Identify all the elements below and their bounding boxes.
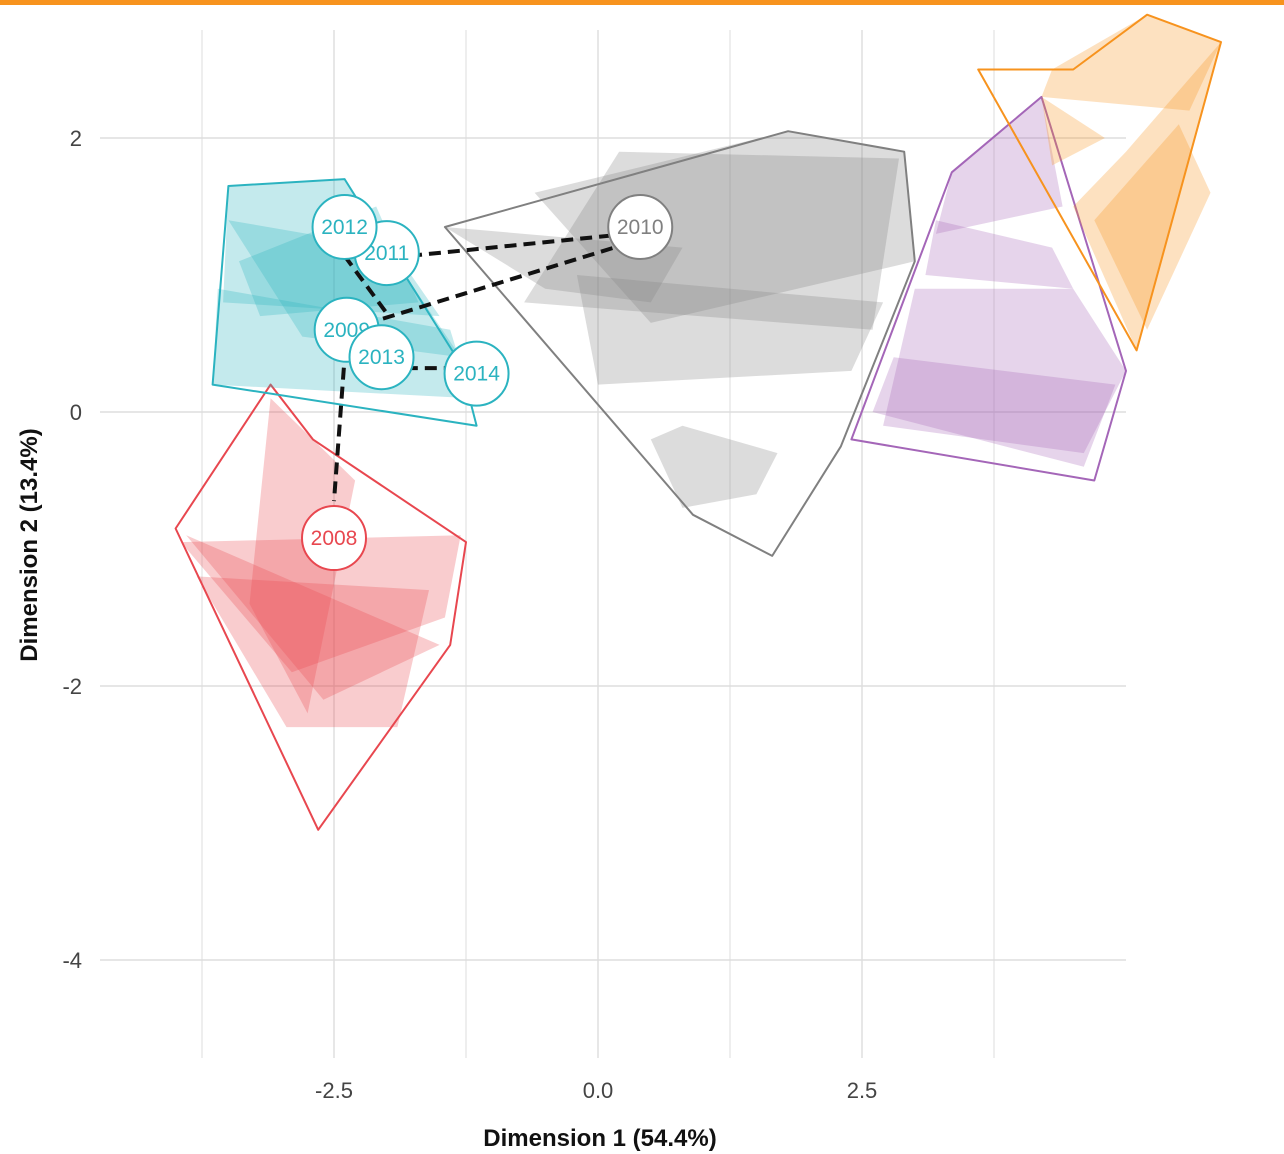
group-red-fill <box>196 576 429 728</box>
group-purple-fill <box>872 357 1116 467</box>
group-orange-fill <box>1041 96 1105 166</box>
group-purple-fill <box>935 96 1063 234</box>
point-label: 2014 <box>453 363 500 386</box>
link-line <box>342 254 389 315</box>
group-orange-fill <box>1041 14 1221 111</box>
top-accent-bar <box>0 0 1284 5</box>
point-label: 2013 <box>358 346 405 369</box>
y-tick-labels: 2 0 -2 -4 <box>62 126 82 973</box>
x-tick-label: 2.5 <box>847 1078 878 1103</box>
group-orange-fill <box>1094 124 1211 330</box>
point-marker <box>443 340 510 407</box>
group-red-fill <box>249 398 356 714</box>
point-2013: 2013 <box>348 324 415 391</box>
y-tick-label: 2 <box>70 126 82 151</box>
group-orange-hull <box>977 13 1222 352</box>
point-label: 2010 <box>617 216 664 239</box>
group-teal-fill <box>228 220 461 358</box>
point-2008: 2008 <box>301 505 367 572</box>
point-label: 2011 <box>364 242 409 265</box>
groups <box>174 13 1222 831</box>
point-marker <box>348 324 415 391</box>
group-red-fill <box>186 535 440 700</box>
point-2012: 2012 <box>311 194 378 261</box>
group-grey-fill <box>524 151 899 330</box>
group-orange-fill <box>1073 42 1221 351</box>
group-red-hull <box>174 383 467 831</box>
point-label: 2008 <box>311 527 358 550</box>
x-tick-labels: -2.5 0.0 2.5 <box>315 1078 877 1103</box>
y-tick-label: -2 <box>62 674 82 699</box>
link-line <box>409 231 628 258</box>
group-grey <box>443 130 916 557</box>
group-grey-fill <box>650 425 778 508</box>
x-tick-label: -2.5 <box>315 1078 353 1103</box>
group-purple-hull <box>850 95 1127 482</box>
point-marker <box>301 505 367 572</box>
group-grey-fill <box>534 131 915 323</box>
point-marker <box>607 194 674 261</box>
group-grey-fill <box>576 275 884 385</box>
y-tick-label: 0 <box>70 400 82 425</box>
x-axis-title: Dimension 1 (54.4%) <box>483 1125 716 1152</box>
group-purple-fill <box>925 220 1074 289</box>
group-orange <box>977 13 1222 352</box>
point-marker <box>311 194 378 261</box>
group-purple <box>850 95 1127 482</box>
x-tick-label: 0.0 <box>583 1078 614 1103</box>
point-2014: 2014 <box>443 340 510 407</box>
point-label: 2012 <box>321 216 368 239</box>
y-axis-title: Dimension 2 (13.4%) <box>16 428 43 661</box>
link-line <box>346 241 629 332</box>
point-2010: 2010 <box>607 194 674 261</box>
group-red <box>174 383 467 831</box>
group-purple-fill <box>883 288 1126 454</box>
group-grey-hull <box>443 130 916 557</box>
y-tick-label: -4 <box>62 948 82 973</box>
group-red-fill <box>180 535 461 673</box>
